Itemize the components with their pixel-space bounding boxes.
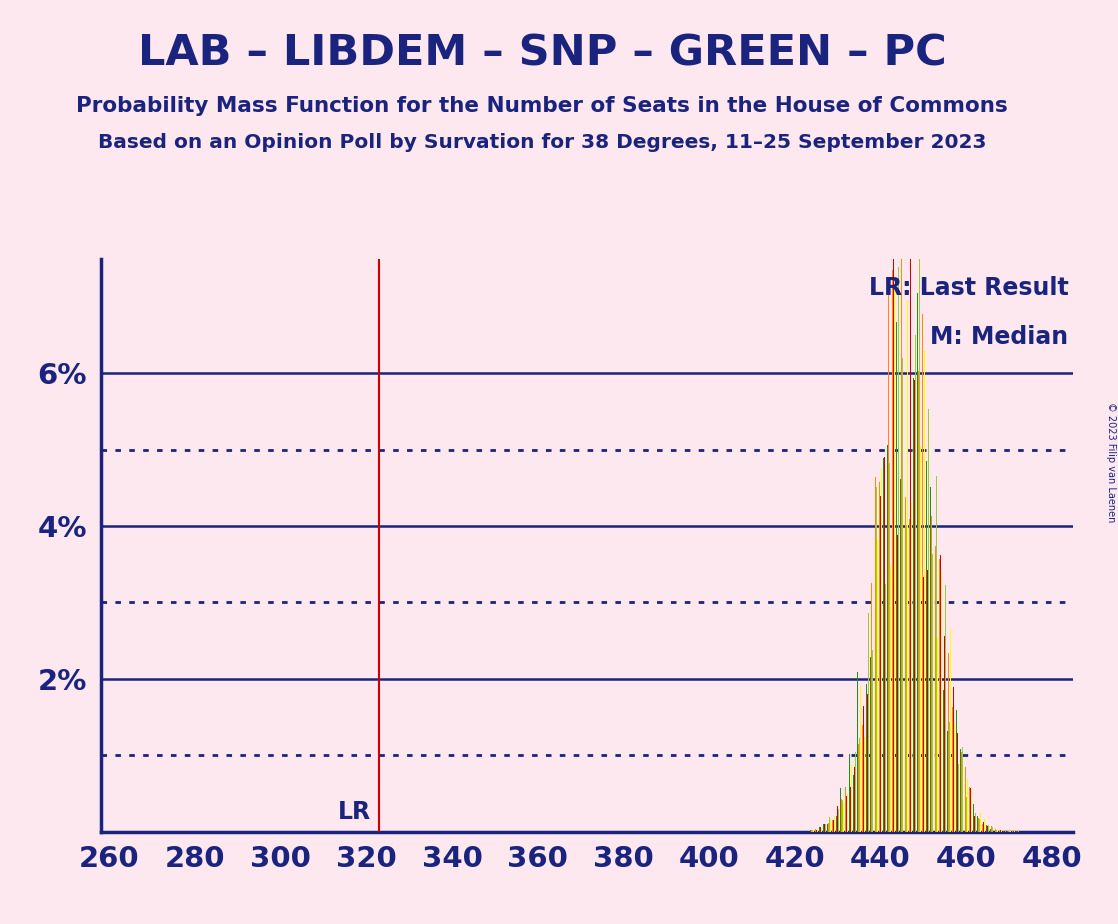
Text: M: Median: M: Median — [930, 324, 1069, 348]
Text: Probability Mass Function for the Number of Seats in the House of Commons: Probability Mass Function for the Number… — [76, 96, 1008, 116]
Text: © 2023 Filip van Laenen: © 2023 Filip van Laenen — [1106, 402, 1116, 522]
Text: Based on an Opinion Poll by Survation for 38 Degrees, 11–25 September 2023: Based on an Opinion Poll by Survation fo… — [98, 133, 986, 152]
Text: LR: LR — [338, 800, 370, 824]
Text: LR: Last Result: LR: Last Result — [869, 276, 1069, 300]
Text: LAB – LIBDEM – SNP – GREEN – PC: LAB – LIBDEM – SNP – GREEN – PC — [138, 32, 947, 74]
